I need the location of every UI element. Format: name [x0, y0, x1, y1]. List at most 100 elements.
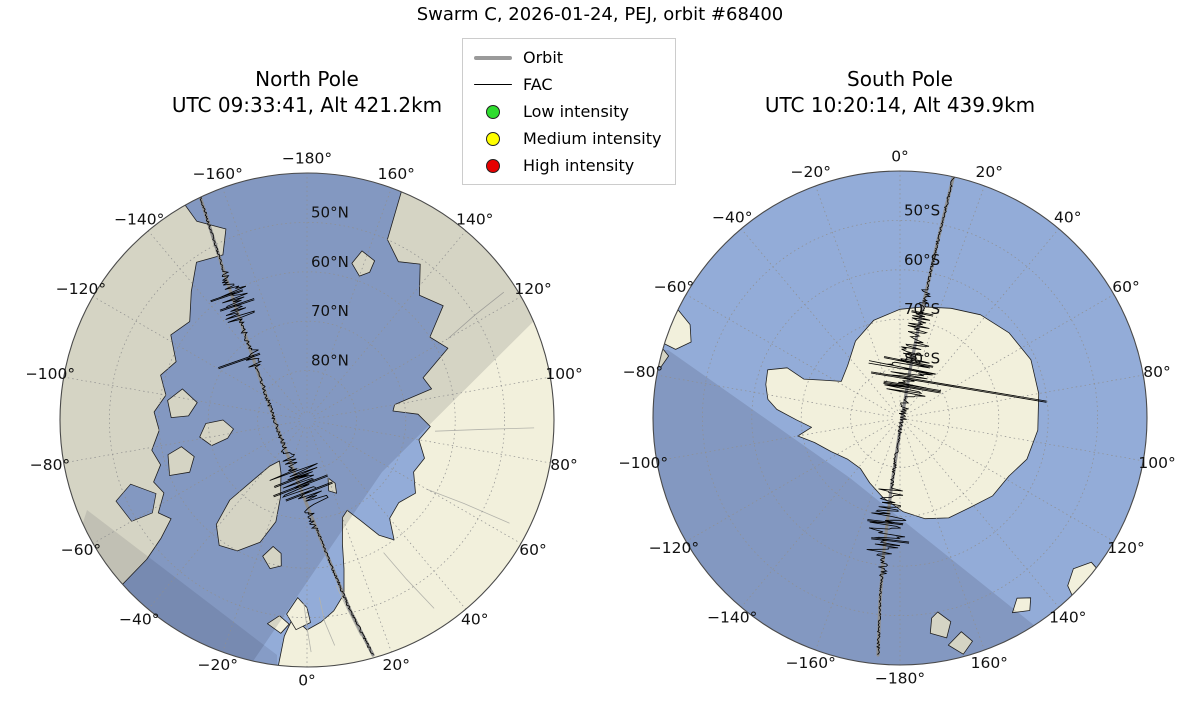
south-lon-label: −80°: [623, 363, 663, 381]
page-title: Swarm C, 2026-01-24, PEJ, orbit #68400: [416, 4, 784, 25]
south-lat-label: 70°S: [904, 300, 940, 318]
country-border: [319, 597, 336, 646]
north-lon-label: 140°: [456, 211, 493, 229]
legend-line-sample-icon: [474, 55, 512, 60]
landmass-svalbard: [327, 477, 337, 494]
legend-item-orbit: Orbit: [474, 48, 661, 67]
legend-item-medium-intensity: Medium intensity: [474, 129, 661, 148]
landmass-ireland: [267, 615, 290, 634]
landmass-eurasia: [274, 173, 554, 667]
north-lon-label: 120°: [514, 280, 551, 298]
south-lon-label: −20°: [790, 163, 830, 181]
north-lon-label: 60°: [519, 541, 546, 559]
south-lon-label: 100°: [1138, 454, 1175, 472]
south-lon-label: 80°: [1143, 363, 1170, 381]
south-lon-label: 160°: [971, 654, 1008, 672]
north-fac-trace: [196, 186, 374, 655]
north-lat-label: 70°N: [311, 302, 349, 320]
legend-item-label: Medium intensity: [523, 129, 662, 148]
legend-item-label: High intensity: [523, 156, 635, 175]
north-lon-label: −60°: [61, 541, 101, 559]
south-pole-map: 50°S 60°S 70°S 80°S 0° 20° 40° 60° 80° 100° 120° 14…: [620, 148, 1176, 688]
south-lon-label: −120°: [649, 539, 699, 557]
south-night-shade: [653, 350, 1147, 665]
north-lon-label: −160°: [193, 165, 243, 183]
legend: Orbit FAC Low intensity Medium intensity Hig…: [462, 38, 677, 185]
south-lat-label: 50°S: [904, 201, 940, 219]
north-pole-map: 50°N 60°N 70°N 80°N −180° 160° 140° 120° 100° 80°…: [27, 150, 583, 690]
country-border: [383, 552, 435, 609]
north-lon-label: −140°: [114, 211, 164, 229]
north-map-subtitle: UTC 09:33:41, Alt 421.2km: [171, 93, 443, 118]
legend-item-label: FAC: [523, 75, 553, 94]
legend-item-fac: FAC: [474, 75, 661, 94]
legend-marker-sample: [486, 131, 500, 146]
south-lon-label: 60°: [1112, 278, 1139, 296]
north-lat-label: 50°N: [311, 203, 349, 221]
water-hudson-bay: [115, 483, 157, 522]
south-map-boundary: [652, 170, 1148, 666]
north-map-title: North Pole UTC 09:33:41, Alt 421.2km: [27, 66, 587, 119]
north-night-shade: [60, 173, 547, 667]
south-lon-label: 120°: [1107, 539, 1144, 557]
country-border: [434, 427, 535, 432]
landmass-tasmania: [1012, 597, 1032, 614]
south-map-title-text: South Pole: [847, 67, 953, 91]
south-lon-label: −60°: [654, 278, 694, 296]
legend-item-label: Low intensity: [523, 102, 629, 121]
north-lon-label: −100°: [27, 365, 75, 383]
south-lon-label: 140°: [1049, 608, 1086, 626]
landmass-iceland: [262, 546, 282, 569]
landmass-new-zealand-south: [929, 611, 952, 639]
north-lon-label: −120°: [56, 280, 106, 298]
landmass-new-siberian-islands: [351, 250, 375, 277]
legend-item-high-intensity: High intensity: [474, 156, 661, 175]
south-lon-label: −140°: [707, 608, 757, 626]
north-lon-label: 80°: [550, 456, 577, 474]
north-graticule: [63, 173, 551, 667]
south-lat-label: 80°S: [904, 350, 940, 368]
north-lat-label: 80°N: [311, 352, 349, 370]
legend-marker-sample: [486, 158, 500, 173]
north-lon-label: −40°: [119, 610, 159, 628]
legend-dot-icon: [474, 131, 512, 146]
country-border: [335, 585, 362, 636]
legend-dot-icon: [474, 158, 512, 173]
country-border: [426, 488, 510, 524]
landmass-australia-rim: [1067, 561, 1107, 610]
south-lon-label: 40°: [1054, 209, 1081, 227]
north-lon-label: 0°: [298, 672, 316, 690]
north-lon-label: −180°: [282, 150, 332, 168]
south-lon-label: 0°: [891, 148, 909, 166]
north-lon-label: 20°: [383, 656, 410, 674]
south-lat-label: 60°S: [904, 251, 940, 269]
south-lon-label: −100°: [620, 454, 668, 472]
south-lon-label: −40°: [712, 209, 752, 227]
legend-line-sample-icon: [474, 83, 512, 86]
north-lon-label: −80°: [30, 456, 70, 474]
legend-line-sample: [474, 83, 512, 86]
legend-line-sample: [474, 55, 512, 60]
country-border: [303, 602, 312, 653]
south-lon-label: 20°: [976, 163, 1003, 181]
north-map-title-text: North Pole: [255, 67, 359, 91]
north-lon-label: 160°: [378, 165, 415, 183]
north-lon-label: 100°: [545, 365, 582, 383]
north-lat-label: 60°N: [311, 253, 349, 271]
legend-item-low-intensity: Low intensity: [474, 102, 661, 121]
south-fac-trace: [866, 171, 1047, 656]
south-map-title: South Pole UTC 10:20:14, Alt 439.9km: [620, 66, 1180, 119]
legend-dot-icon: [474, 104, 512, 119]
landmass-arctic-island-2: [167, 388, 198, 418]
north-lon-label: 40°: [461, 610, 488, 628]
north-map-boundary: [59, 172, 555, 668]
north-lon-label: −20°: [197, 656, 237, 674]
legend-item-label: Orbit: [523, 48, 564, 67]
south-lon-label: −160°: [786, 654, 836, 672]
south-graticule: [656, 171, 1144, 665]
landmass-new-zealand-north: [947, 631, 973, 655]
south-map-subtitle: UTC 10:20:14, Alt 439.9km: [764, 93, 1036, 118]
landmass-arctic-island-3: [167, 446, 195, 476]
legend-marker-sample: [486, 104, 500, 119]
